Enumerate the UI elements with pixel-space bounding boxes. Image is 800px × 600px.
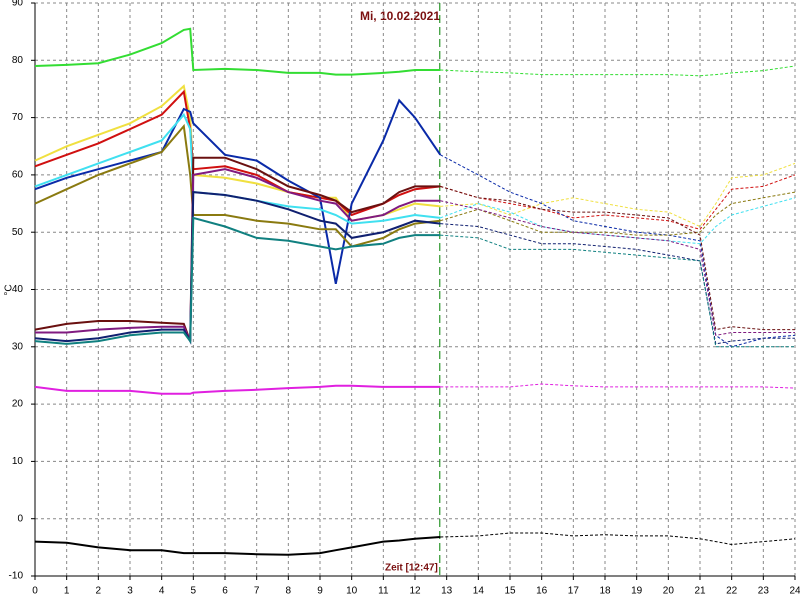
y-tick-label: 0 bbox=[17, 513, 23, 524]
now-label: Zeit [12:47] bbox=[385, 563, 438, 574]
x-tick-label: 9 bbox=[317, 586, 323, 597]
series-line bbox=[34, 123, 441, 248]
y-tick-label: 40 bbox=[12, 284, 24, 295]
series-forecast-line bbox=[440, 532, 796, 546]
series-forecast-line bbox=[440, 234, 795, 348]
x-tick-label: 17 bbox=[568, 586, 580, 597]
x-tick-label: 21 bbox=[694, 586, 706, 597]
x-tick-label: 5 bbox=[191, 586, 197, 597]
series-line bbox=[34, 536, 441, 556]
x-tick-label: 6 bbox=[222, 586, 228, 597]
series-line bbox=[34, 191, 441, 345]
x-tick-label: 7 bbox=[254, 586, 260, 597]
series-line bbox=[34, 216, 441, 345]
x-tick-label: 23 bbox=[758, 586, 770, 597]
x-tick-label: 15 bbox=[504, 586, 516, 597]
x-tick-label: 20 bbox=[663, 586, 675, 597]
x-tick-label: 22 bbox=[726, 586, 738, 597]
chart-title: Mi, 10.02.2021 bbox=[360, 9, 440, 23]
y-tick-label: 30 bbox=[12, 341, 24, 352]
series-line bbox=[34, 98, 442, 284]
x-tick-label: 12 bbox=[409, 586, 421, 597]
y-axis-label: °C bbox=[4, 284, 15, 295]
series-forecast-line bbox=[440, 383, 796, 389]
y-tick-label: 80 bbox=[12, 55, 24, 66]
series-forecast-line bbox=[440, 65, 796, 77]
x-tick-label: 16 bbox=[536, 586, 548, 597]
x-tick-label: 4 bbox=[159, 586, 165, 597]
series-line bbox=[34, 156, 441, 342]
x-tick-label: 3 bbox=[127, 586, 133, 597]
series-forecast-line bbox=[440, 223, 795, 345]
x-tick-label: 14 bbox=[473, 586, 485, 597]
y-tick-label: -10 bbox=[9, 571, 24, 582]
y-tick-label: 20 bbox=[12, 399, 24, 410]
x-tick-label: 11 bbox=[378, 586, 389, 597]
series-forecast-line bbox=[440, 185, 795, 331]
series-line bbox=[35, 168, 441, 342]
x-tick-label: 2 bbox=[96, 586, 102, 597]
series-forecast-line bbox=[440, 162, 796, 228]
series-forecast-line bbox=[440, 191, 796, 236]
y-tick-label: 10 bbox=[12, 456, 24, 467]
x-tick-label: 19 bbox=[631, 586, 643, 597]
series-forecast-line bbox=[440, 197, 796, 245]
x-tick-label: 10 bbox=[346, 586, 358, 597]
series-forecast-line bbox=[440, 174, 796, 230]
y-tick-label: 90 bbox=[12, 0, 24, 9]
series-line bbox=[34, 384, 441, 395]
x-tick-label: 18 bbox=[599, 586, 611, 597]
x-tick-label: 1 bbox=[64, 586, 70, 597]
x-tick-label: 8 bbox=[286, 586, 292, 597]
series-forecast-line bbox=[440, 200, 795, 336]
x-tick-label: 24 bbox=[789, 586, 800, 597]
x-tick-label: 0 bbox=[32, 586, 38, 597]
y-tick-label: 70 bbox=[12, 112, 24, 123]
y-tick-label: 60 bbox=[12, 170, 24, 181]
x-tick-label: 13 bbox=[441, 586, 453, 597]
y-tick-label: 50 bbox=[12, 227, 24, 238]
series-line bbox=[34, 27, 441, 76]
